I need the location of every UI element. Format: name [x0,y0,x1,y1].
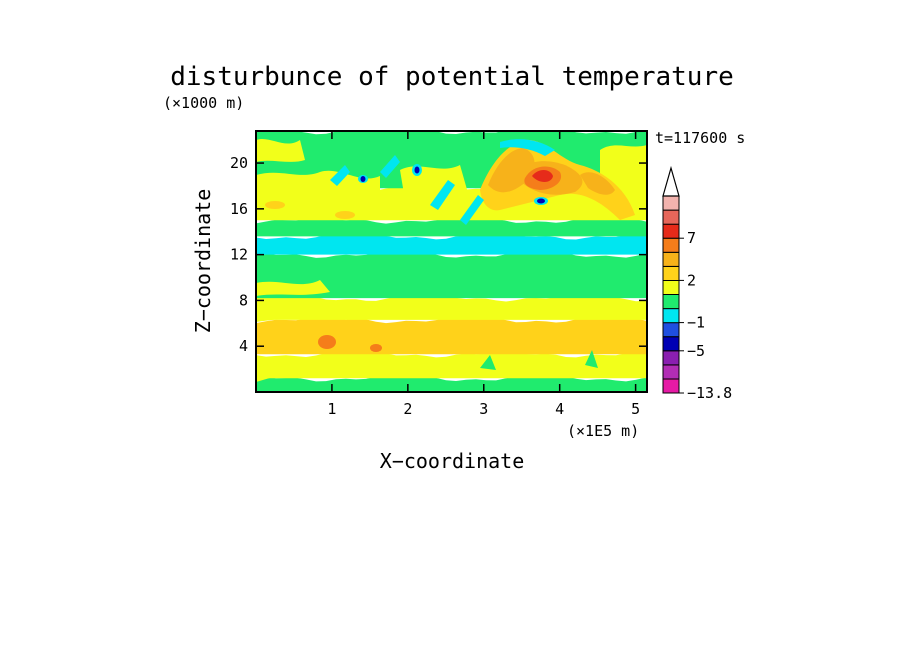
y-unit-label: (×1000 m) [163,94,244,112]
colorbar: 7 2 −1 −5 −13.8 [662,165,732,402]
contour-patch [265,201,285,209]
contour-patch [580,172,615,195]
x-tick-label: 5 [631,400,640,418]
contour-patch [330,165,350,186]
y-tick-label: 4 [239,337,248,355]
chart-title: disturbunce of potential temperature [170,62,734,92]
y-tick-label: 16 [230,200,248,218]
colorbar-segment [662,223,680,239]
x-unit-label: (×1E5 m) [567,422,639,440]
colorbar-segment [662,308,680,324]
contour-patch [318,335,336,349]
colorbar-segment [662,322,680,338]
colorbar-segment [662,350,680,366]
contour-patch [256,170,380,206]
colorbar-segment [662,237,680,253]
colorbar-segment [662,265,680,281]
contour-patch [500,139,555,156]
contour-band [256,217,647,237]
plot-frame [255,130,648,393]
contour-patch [370,344,382,352]
x-tick-label: 3 [479,400,488,418]
contour-band [256,375,647,392]
colorbar-label: −5 [687,342,705,360]
colorbar-segment [662,364,680,380]
x-tick-label: 4 [555,400,564,418]
contour-band [256,233,647,255]
contour-band [256,350,647,379]
contour-patch [256,300,305,322]
colorbar-segment [662,294,680,310]
colorbar-segment [662,336,680,352]
contour-band [256,251,647,299]
colorbar-label: −13.8 [687,384,732,402]
y-tick-label: 20 [230,154,248,172]
contour-patch [414,166,420,174]
contour-field [256,131,647,392]
colorbar-label: 7 [687,229,696,247]
colorbar-segment [662,378,680,394]
contour-patch [360,176,366,182]
x-tick-label: 2 [403,400,412,418]
contour-patch [532,170,553,183]
x-tick-label: 1 [327,400,336,418]
colorbar-label: 2 [687,271,696,289]
colorbar-segment [662,195,680,211]
contour-patch [380,155,400,178]
colorbar-segment [662,251,680,267]
contour-patch [256,280,330,296]
contour-patch [585,350,598,368]
contour-band [256,316,647,355]
time-label: t=117600 s [655,129,745,147]
contour-patch [335,211,355,219]
colorbar-segment [662,279,680,295]
x-axis-label: X−coordinate [380,449,525,473]
contour-patch [430,180,455,210]
y-tick-label: 8 [239,291,248,309]
contour-patch [537,198,545,204]
contour-patch [460,195,484,225]
contour-patch [256,138,305,162]
contour-patch [256,362,280,382]
y-tick-label: 12 [230,246,248,264]
contour-band [256,294,647,320]
colorbar-segment [662,209,680,225]
contour-patch [480,355,496,370]
colorbar-arrow [662,165,680,197]
colorbar-label: −1 [687,314,705,332]
y-axis-label: Z−coordinate [191,189,215,334]
